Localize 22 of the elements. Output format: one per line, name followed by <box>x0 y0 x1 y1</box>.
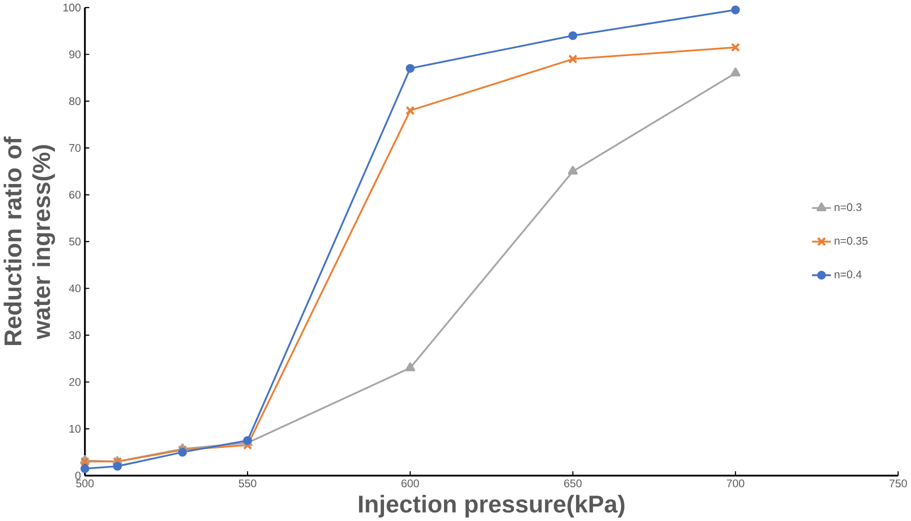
x-tick-label: 700 <box>726 479 744 488</box>
y-tick-label: 40 <box>69 284 81 292</box>
y-tick-label: 20 <box>69 378 81 386</box>
x-tick-label: 500 <box>76 479 94 488</box>
x-tick-label: 750 <box>890 479 907 488</box>
y-tick-label: 0 <box>75 472 81 480</box>
x-axis-title: Injection pressure(kPa) <box>359 494 624 518</box>
y-tick-label: 70 <box>69 144 81 152</box>
x-tick-label: 600 <box>402 479 419 488</box>
legend-label: n=0.3 <box>834 203 862 212</box>
y-tick-label: 90 <box>69 50 81 58</box>
legend-label: n=0.4 <box>834 270 862 278</box>
y-tick-label: 100 <box>63 4 81 12</box>
y-tick-label: 30 <box>69 331 81 340</box>
y-tick-label: 50 <box>69 238 81 246</box>
y-tick-label: 80 <box>69 97 81 106</box>
y-tick-label: 10 <box>70 424 81 433</box>
y-axis-title: Reduction ratio of water ingress(%) <box>4 136 56 345</box>
x-tick-label: 550 <box>238 479 256 488</box>
y-tick-label: 60 <box>69 190 81 199</box>
x-tick-label: 650 <box>564 479 582 488</box>
legend-label: n=0.35 <box>834 236 868 245</box>
